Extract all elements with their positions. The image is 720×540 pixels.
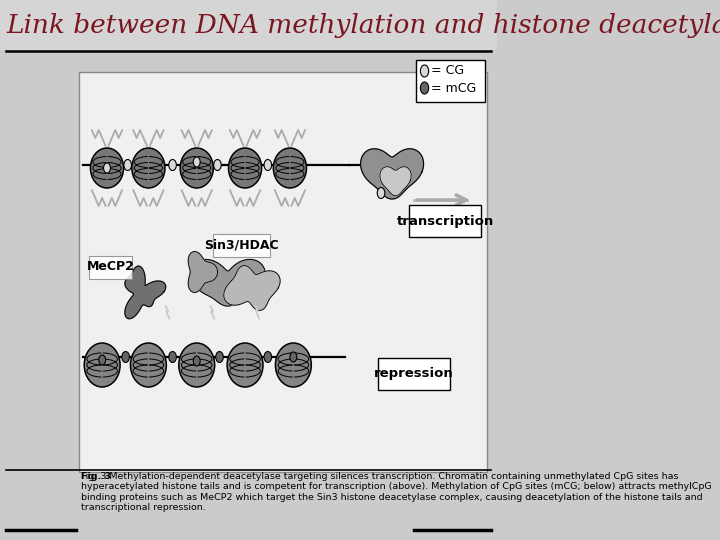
Ellipse shape bbox=[132, 148, 165, 188]
Circle shape bbox=[104, 163, 110, 173]
Polygon shape bbox=[188, 252, 217, 293]
Circle shape bbox=[122, 352, 130, 362]
Circle shape bbox=[264, 159, 271, 171]
Text: Fig. 3 Methylation-dependent deacetylase targeting silences transcription. Chrom: Fig. 3 Methylation-dependent deacetylase… bbox=[81, 472, 712, 512]
Bar bbox=[0, 0, 497, 50]
Circle shape bbox=[264, 352, 271, 362]
Text: repression: repression bbox=[374, 368, 454, 381]
Ellipse shape bbox=[84, 343, 120, 387]
Ellipse shape bbox=[228, 148, 261, 188]
Circle shape bbox=[377, 187, 384, 199]
Circle shape bbox=[214, 159, 221, 171]
Ellipse shape bbox=[91, 148, 124, 188]
Bar bbox=[79, 72, 487, 472]
Text: Sin3/HDAC: Sin3/HDAC bbox=[204, 239, 279, 252]
Polygon shape bbox=[361, 149, 423, 199]
Circle shape bbox=[99, 355, 106, 365]
Circle shape bbox=[193, 157, 200, 167]
Text: MeCP2: MeCP2 bbox=[86, 260, 135, 273]
Text: = mCG: = mCG bbox=[431, 82, 477, 94]
FancyBboxPatch shape bbox=[89, 255, 132, 279]
Circle shape bbox=[124, 159, 132, 171]
FancyBboxPatch shape bbox=[378, 358, 450, 390]
Circle shape bbox=[216, 352, 223, 362]
Ellipse shape bbox=[274, 148, 307, 188]
Circle shape bbox=[168, 159, 176, 171]
FancyBboxPatch shape bbox=[213, 233, 270, 256]
Circle shape bbox=[420, 82, 428, 94]
Circle shape bbox=[193, 356, 200, 366]
Polygon shape bbox=[125, 266, 166, 319]
Ellipse shape bbox=[276, 343, 311, 387]
Ellipse shape bbox=[227, 343, 263, 387]
FancyBboxPatch shape bbox=[410, 205, 481, 237]
Ellipse shape bbox=[130, 343, 166, 387]
Circle shape bbox=[290, 352, 297, 362]
Polygon shape bbox=[224, 266, 280, 310]
Text: transcription: transcription bbox=[397, 214, 494, 227]
Ellipse shape bbox=[179, 343, 215, 387]
Polygon shape bbox=[190, 259, 265, 306]
Polygon shape bbox=[380, 167, 411, 195]
Text: Fig. 3: Fig. 3 bbox=[81, 472, 112, 481]
Text: Link between DNA methylation and histone deacetylation: Link between DNA methylation and histone… bbox=[7, 14, 720, 38]
Circle shape bbox=[420, 65, 428, 77]
FancyBboxPatch shape bbox=[416, 60, 485, 102]
Circle shape bbox=[168, 352, 176, 362]
Text: = CG: = CG bbox=[431, 64, 464, 78]
Ellipse shape bbox=[180, 148, 213, 188]
